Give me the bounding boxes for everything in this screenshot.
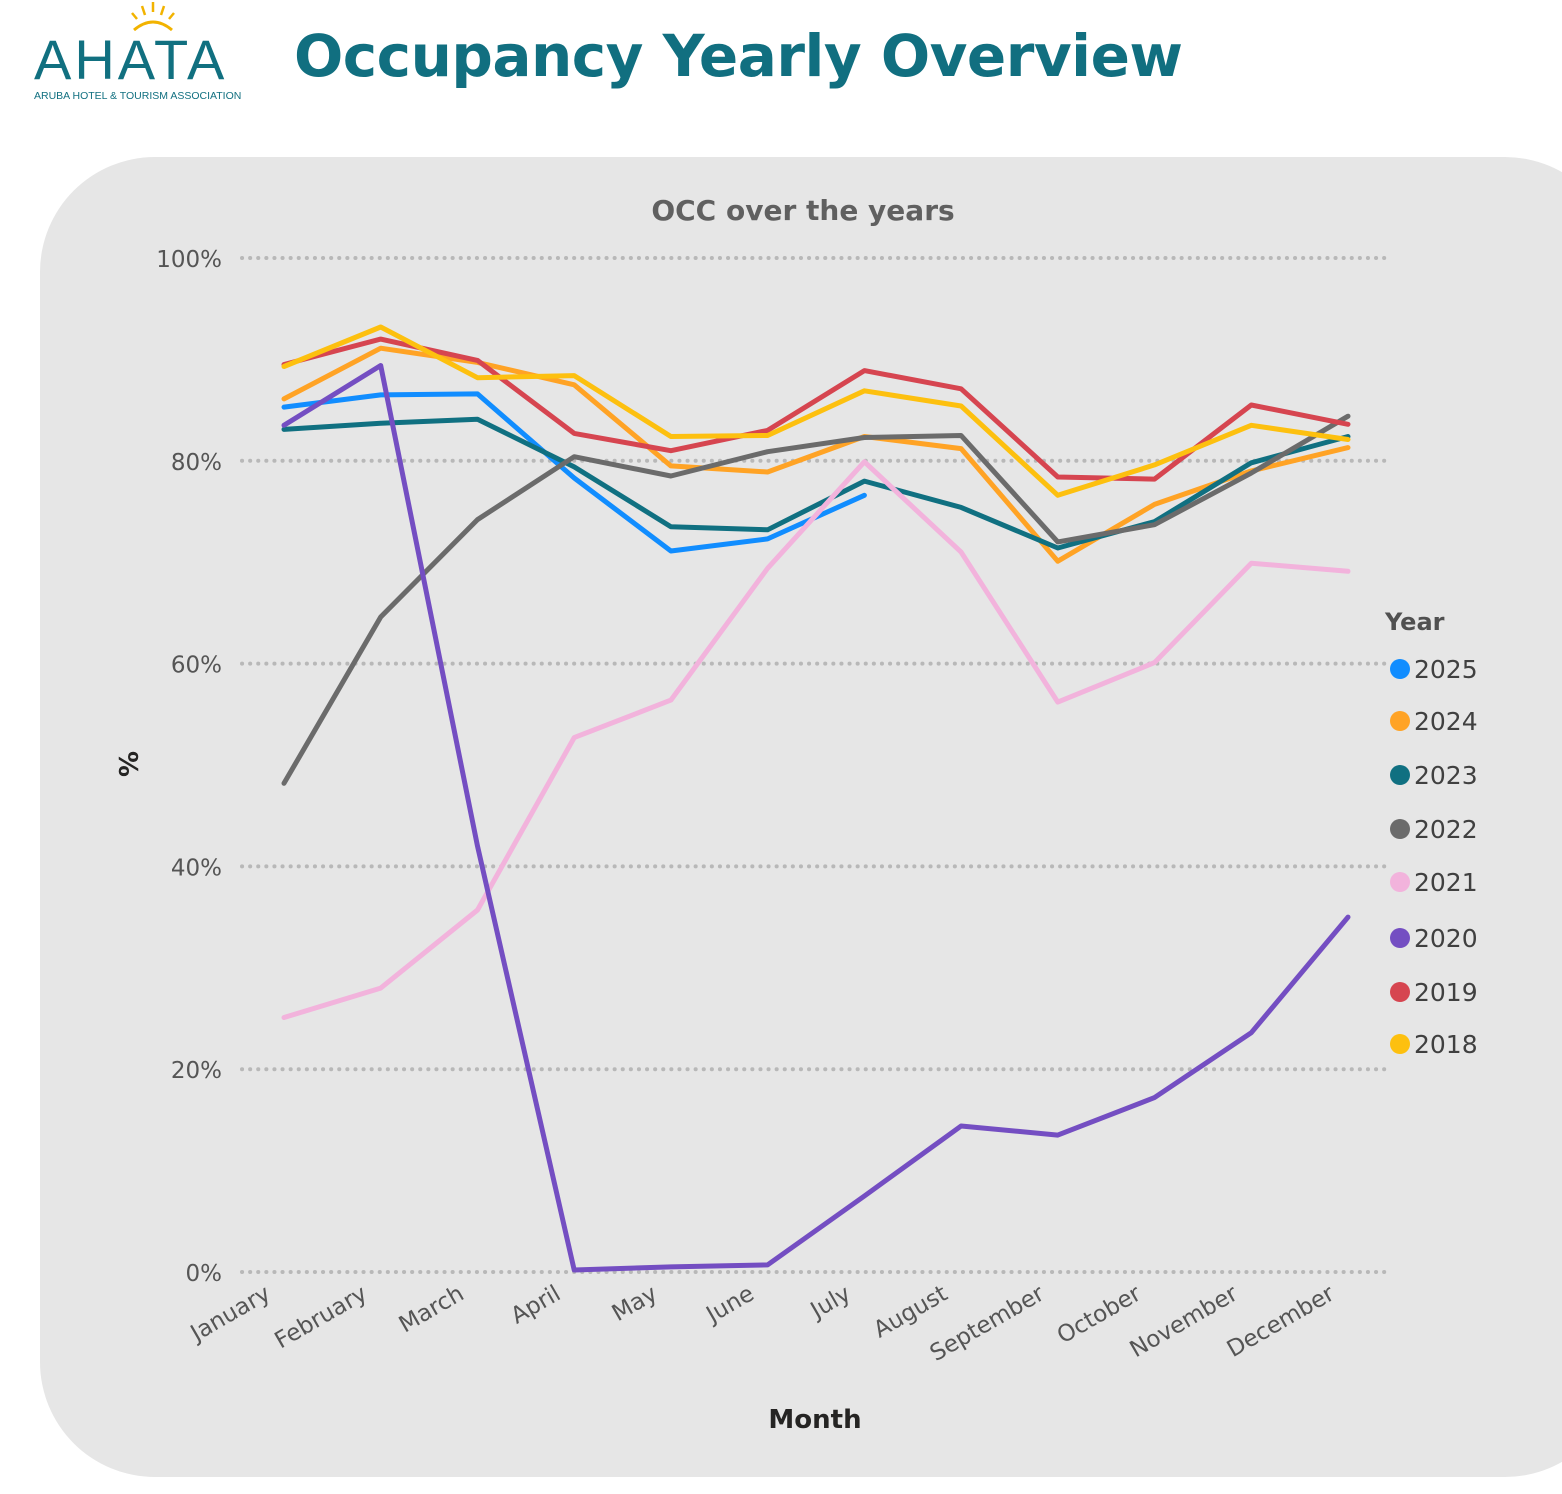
x-axis-label: Month bbox=[768, 1405, 861, 1435]
x-tick-label: June bbox=[701, 1281, 759, 1330]
report-header: AHATA ARUBA HOTEL & TOURISM ASSOCIATION … bbox=[0, 0, 1562, 130]
legend-swatch-icon bbox=[1390, 872, 1410, 892]
chart-title: OCC over the years bbox=[651, 194, 954, 227]
logo-wordmark: AHATA bbox=[34, 28, 228, 91]
legend-swatch-icon bbox=[1390, 659, 1410, 679]
legend-item-2023[interactable]: 2023 bbox=[1385, 760, 1478, 790]
y-tick-label: 20% bbox=[171, 1058, 222, 1084]
legend-swatch-icon bbox=[1390, 765, 1410, 785]
series-line-2022 bbox=[281, 413, 1351, 786]
legend-label: 2018 bbox=[1414, 1029, 1478, 1059]
legend-label: 2020 bbox=[1414, 923, 1478, 953]
series-line-2025 bbox=[281, 391, 867, 554]
x-tick-label: November bbox=[1126, 1280, 1243, 1363]
sun-icon bbox=[131, 2, 175, 32]
legend: Year 2025 2024 2023 2022 2021 2020 2019 2018 bbox=[1385, 608, 1555, 1059]
x-tick-label: December bbox=[1223, 1280, 1340, 1362]
y-tick-label: 60% bbox=[171, 653, 222, 679]
legend-label: 2022 bbox=[1414, 814, 1478, 844]
legend-item-2019[interactable]: 2019 bbox=[1385, 977, 1478, 1007]
y-tick-label: 0% bbox=[186, 1261, 223, 1287]
legend-item-2021[interactable]: 2021 bbox=[1385, 867, 1478, 897]
chart-card bbox=[40, 157, 1562, 1477]
y-axis-ticks: 0% 20% 40% 60% 80% 100% bbox=[156, 247, 222, 1287]
legend-swatch-icon bbox=[1390, 928, 1410, 948]
legend-swatch-icon bbox=[1390, 1034, 1410, 1054]
x-tick-label: January bbox=[185, 1281, 275, 1348]
legend-item-2024[interactable]: 2024 bbox=[1385, 706, 1478, 736]
x-tick-label: February bbox=[270, 1281, 371, 1354]
legend-item-2022[interactable]: 2022 bbox=[1385, 814, 1478, 844]
series-lines bbox=[281, 324, 1351, 1273]
legend-swatch-icon bbox=[1390, 711, 1410, 731]
x-tick-label: May bbox=[608, 1281, 662, 1327]
y-tick-label: 100% bbox=[156, 247, 222, 273]
legend-label: 2024 bbox=[1414, 706, 1478, 736]
legend-swatch-icon bbox=[1390, 982, 1410, 1002]
legend-label: 2023 bbox=[1414, 760, 1478, 790]
legend-label: 2021 bbox=[1414, 867, 1478, 897]
page-title: Occupancy Yearly Overview bbox=[294, 22, 1183, 90]
legend-label: 2019 bbox=[1414, 977, 1478, 1007]
x-tick-label: April bbox=[507, 1281, 566, 1330]
y-tick-label: 80% bbox=[171, 450, 222, 476]
ahata-logo: AHATA ARUBA HOTEL & TOURISM ASSOCIATION bbox=[30, 0, 280, 110]
legend-label: 2025 bbox=[1414, 654, 1478, 684]
legend-title: Year bbox=[1385, 608, 1445, 636]
series-line-2018 bbox=[281, 324, 1351, 498]
x-tick-label: July bbox=[805, 1281, 856, 1325]
y-axis-label: % bbox=[115, 751, 145, 777]
legend-swatch-icon bbox=[1390, 819, 1410, 839]
x-tick-label: March bbox=[395, 1281, 469, 1339]
series-line-2024 bbox=[281, 345, 1351, 564]
logo-tagline: ARUBA HOTEL & TOURISM ASSOCIATION bbox=[34, 90, 242, 102]
x-tick-label: August bbox=[869, 1281, 952, 1344]
series-line-2020 bbox=[281, 363, 1351, 1273]
y-tick-label: 40% bbox=[171, 855, 222, 881]
gridlines bbox=[240, 256, 1388, 1274]
series-line-2023 bbox=[281, 416, 1351, 551]
legend-item-2020[interactable]: 2020 bbox=[1385, 923, 1478, 953]
legend-item-2025[interactable]: 2025 bbox=[1385, 654, 1478, 684]
series-line-2021 bbox=[281, 459, 1351, 1020]
legend-item-2018[interactable]: 2018 bbox=[1385, 1029, 1478, 1059]
series-line-2019 bbox=[281, 336, 1351, 482]
